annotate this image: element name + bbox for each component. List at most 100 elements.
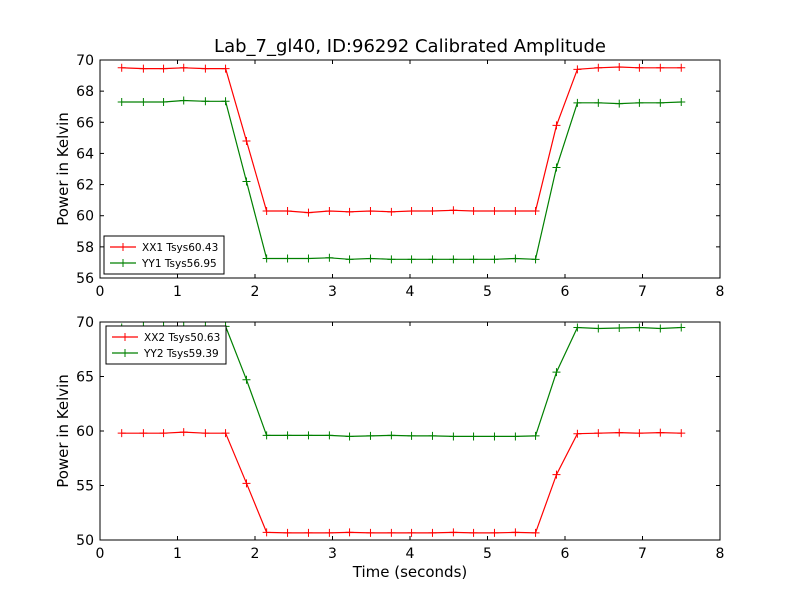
data-point-marker (345, 528, 354, 537)
legend-marker (121, 349, 129, 357)
data-point-marker (656, 428, 665, 437)
legend-marker (119, 243, 127, 251)
x-tick-label: 2 (251, 546, 260, 562)
data-point-marker (387, 207, 396, 216)
data-point-marker (615, 63, 624, 72)
data-point-marker (428, 431, 437, 440)
data-point-marker (490, 432, 499, 441)
data-point-marker (325, 528, 334, 537)
x-tick-label: 5 (483, 546, 492, 562)
data-point-marker (511, 207, 520, 216)
data-point-marker (325, 431, 334, 440)
data-point-marker (407, 255, 416, 264)
legend-box (103, 235, 225, 275)
data-point-marker (366, 254, 375, 263)
data-point-marker (677, 98, 686, 107)
y-axis-label: Power in Kelvin (54, 374, 72, 488)
data-point-marker (242, 177, 251, 186)
data-point-marker (366, 431, 375, 440)
data-point-marker (656, 98, 665, 107)
y-tick-label: 70 (76, 315, 94, 331)
data-point-marker (242, 136, 251, 145)
y-tick-label: 66 (76, 115, 94, 131)
data-point-marker (677, 63, 686, 72)
bottom-subplot: 0 1 2 3 4 5 6 7 8 50 55 60 65 70 Power in Kelvin Time (… (54, 315, 724, 581)
x-tick-label: 1 (173, 546, 182, 562)
data-point-marker (449, 255, 458, 264)
y-tick-label: 58 (76, 240, 94, 256)
data-point-marker (594, 324, 603, 333)
data-point-marker (469, 255, 478, 264)
chart-title: Lab_7_gl40, ID:96292 Calibrated Amplitud… (214, 36, 606, 57)
data-point-marker (615, 428, 624, 437)
data-point-marker (677, 429, 686, 438)
y-tick-label: 70 (76, 53, 94, 69)
x-tick-label: 0 (96, 546, 105, 562)
data-point-marker (325, 253, 334, 262)
data-point-marker (449, 432, 458, 441)
data-point-marker (677, 323, 686, 332)
data-point-marker (283, 254, 292, 263)
data-point-marker (531, 255, 540, 264)
data-point-marker (325, 207, 334, 216)
data-point-marker (635, 63, 644, 72)
x-tick-label: 1 (173, 284, 182, 300)
data-point-marker (262, 207, 271, 216)
data-point-marker (366, 207, 375, 216)
axes-frame (99, 321, 721, 541)
data-point-marker (531, 528, 540, 537)
data-point-marker (573, 323, 582, 332)
x-tick-label: 7 (638, 284, 647, 300)
legend: XX1 Tsys60.43 YY1 Tsys56.95 (103, 235, 225, 275)
x-axis-label: Time (seconds) (352, 563, 468, 581)
data-point-marker (179, 428, 188, 437)
legend-label: YY2 Tsys59.39 (143, 348, 219, 360)
y-tick-label: 65 (76, 370, 94, 386)
x-tick-label: 6 (561, 284, 570, 300)
data-point-marker (428, 255, 437, 264)
x-tick-label: 2 (251, 284, 260, 300)
data-point-marker (573, 98, 582, 107)
x-tick-label: 6 (561, 546, 570, 562)
y-axis-label: Power in Kelvin (54, 112, 72, 226)
data-point-marker (139, 64, 148, 73)
data-point-marker (428, 207, 437, 216)
data-point-marker (345, 207, 354, 216)
data-point-marker (469, 207, 478, 216)
x-tick-label: 0 (96, 284, 105, 300)
data-point-marker (490, 255, 499, 264)
data-point-marker (594, 63, 603, 72)
data-point-marker (407, 431, 416, 440)
data-point-marker (117, 429, 126, 438)
legend: XX2 Tsys50.63 YY2 Tsys59.39 (105, 325, 227, 365)
data-point-marker (159, 429, 168, 438)
data-point-marker (304, 254, 313, 263)
data-point-marker (304, 208, 313, 217)
x-tick-label: 4 (406, 546, 415, 562)
data-point-marker (469, 528, 478, 537)
data-point-marker (552, 163, 561, 172)
data-point-marker (407, 207, 416, 216)
data-point-marker (387, 431, 396, 440)
data-point-marker (449, 206, 458, 215)
y-tick-label: 62 (76, 178, 94, 194)
data-point-marker (117, 63, 126, 72)
y-tick-label: 68 (76, 84, 94, 100)
data-point-marker (511, 254, 520, 263)
legend-label: XX2 Tsys50.63 (144, 332, 220, 344)
y-tick-label: 55 (76, 479, 94, 495)
x-tick-label: 3 (328, 546, 337, 562)
data-point-marker (139, 429, 148, 438)
legend-marker (121, 333, 129, 341)
x-tick-label: 7 (638, 546, 647, 562)
axes-frame (99, 59, 721, 279)
data-point-marker (201, 429, 210, 438)
y-tick-label: 64 (76, 146, 94, 162)
data-point-marker (179, 96, 188, 105)
series-line-xx1 (121, 66, 682, 214)
data-point-marker (179, 63, 188, 72)
data-point-marker (407, 528, 416, 537)
data-point-marker (117, 98, 126, 107)
data-point-marker (366, 528, 375, 537)
